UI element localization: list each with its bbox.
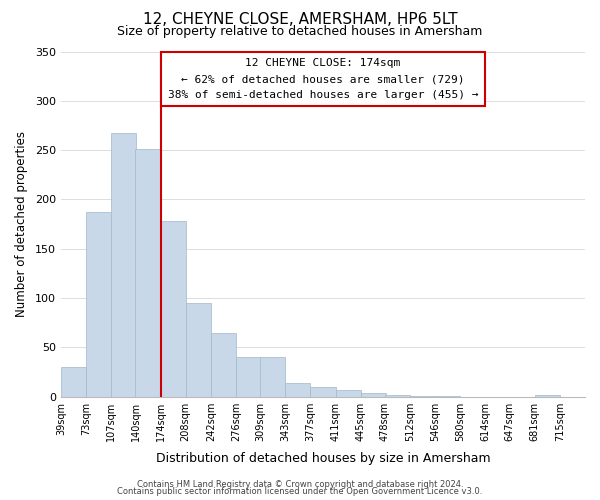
Bar — [310, 387, 335, 396]
Text: Contains public sector information licensed under the Open Government Licence v3: Contains public sector information licen… — [118, 487, 482, 496]
Bar — [86, 212, 111, 396]
Bar — [211, 332, 236, 396]
Text: Size of property relative to detached houses in Amersham: Size of property relative to detached ho… — [118, 25, 482, 38]
Bar — [61, 367, 86, 396]
Bar — [136, 149, 161, 396]
Bar — [161, 221, 185, 396]
Bar — [361, 392, 386, 396]
Text: Contains HM Land Registry data © Crown copyright and database right 2024.: Contains HM Land Registry data © Crown c… — [137, 480, 463, 489]
Bar — [185, 303, 211, 396]
Bar — [236, 357, 261, 397]
X-axis label: Distribution of detached houses by size in Amersham: Distribution of detached houses by size … — [155, 452, 490, 465]
Bar — [111, 134, 136, 396]
Text: 12, CHEYNE CLOSE, AMERSHAM, HP6 5LT: 12, CHEYNE CLOSE, AMERSHAM, HP6 5LT — [143, 12, 457, 28]
Text: 12 CHEYNE CLOSE: 174sqm
← 62% of detached houses are smaller (729)
38% of semi-d: 12 CHEYNE CLOSE: 174sqm ← 62% of detache… — [168, 58, 478, 100]
Bar — [335, 390, 361, 396]
Bar — [385, 394, 410, 396]
Bar — [535, 394, 560, 396]
Bar — [286, 383, 310, 396]
Bar — [260, 357, 286, 397]
Y-axis label: Number of detached properties: Number of detached properties — [15, 131, 28, 317]
